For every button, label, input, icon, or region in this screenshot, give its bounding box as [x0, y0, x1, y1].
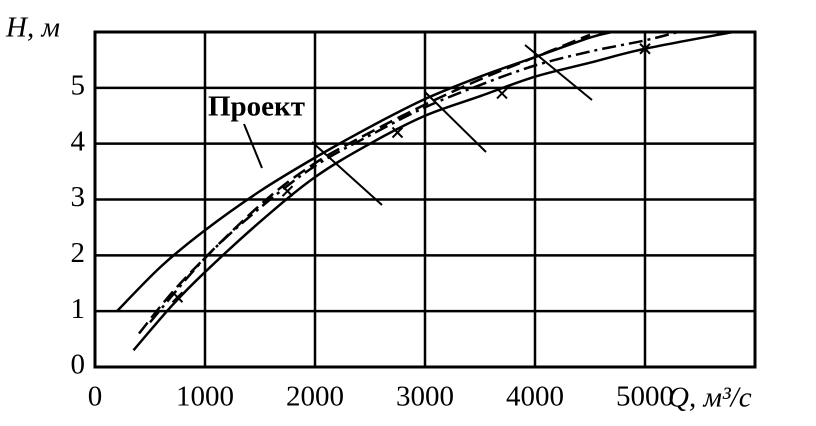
annotation: Проект — [208, 91, 305, 123]
point — [391, 126, 404, 139]
y-tick-label: 1 — [71, 293, 86, 325]
y-tick-label: 2 — [71, 237, 86, 269]
line — [138, 33, 591, 335]
point — [171, 291, 184, 303]
point — [496, 87, 508, 100]
plot-frame — [93, 30, 757, 369]
line — [149, 30, 679, 324]
x-axis-label: Q, м³/с — [668, 382, 752, 414]
point — [281, 185, 294, 197]
x-tick-label: 3000 — [396, 381, 454, 413]
annotation-leader — [243, 123, 263, 169]
y-tick-label: 4 — [71, 125, 86, 157]
x-tick-label: 4000 — [506, 381, 564, 413]
y-tick-label: 3 — [71, 181, 86, 213]
y-tick-label: 0 — [71, 349, 86, 381]
y-axis-label: H, м — [5, 12, 60, 44]
x-tick-label: 5000 — [616, 381, 674, 413]
x-tick-label: 1000 — [176, 381, 234, 413]
line — [132, 30, 734, 352]
x-tick-label: 2000 — [286, 381, 344, 413]
x-tick-label: 0 — [88, 381, 103, 413]
y-tick-label: 5 — [71, 69, 86, 101]
point — [639, 43, 651, 55]
